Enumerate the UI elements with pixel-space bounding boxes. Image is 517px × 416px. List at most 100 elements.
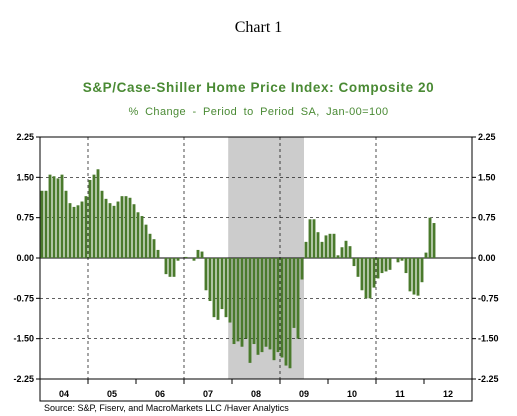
x-tick-label: 08 <box>251 389 261 399</box>
bar <box>260 258 264 353</box>
y-tick-label-left: 2.25 <box>16 132 34 142</box>
bar <box>120 196 124 258</box>
bar <box>268 258 272 350</box>
bar <box>336 255 340 258</box>
bar <box>144 224 148 258</box>
bar <box>44 190 48 258</box>
bar <box>140 216 144 258</box>
x-tick-label: 07 <box>203 389 213 399</box>
bar <box>236 258 240 342</box>
bar <box>132 204 136 258</box>
bar <box>200 251 204 258</box>
bar <box>248 258 252 363</box>
bar <box>308 219 312 258</box>
bar <box>176 258 180 261</box>
x-tick-label: 09 <box>299 389 309 399</box>
bar <box>316 232 320 258</box>
y-tick-label-right: 0.00 <box>478 253 496 263</box>
bar <box>264 258 268 347</box>
y-tick-label-left: 1.50 <box>16 172 34 182</box>
bar <box>148 233 152 258</box>
bar <box>100 190 104 258</box>
bar <box>80 201 84 258</box>
y-tick-label-right: -1.50 <box>478 334 499 344</box>
chart-heading: Chart 1 <box>234 19 283 36</box>
bar <box>48 174 52 258</box>
bar <box>348 246 352 258</box>
bar <box>356 258 360 277</box>
bars-layer <box>40 169 436 369</box>
y-tick-label-left: 0.75 <box>16 213 34 223</box>
bar <box>396 258 400 263</box>
x-tick-label: 12 <box>443 389 453 399</box>
bar <box>296 258 300 339</box>
bar <box>376 258 380 279</box>
bar <box>172 258 176 277</box>
bar <box>344 240 348 258</box>
bar <box>372 258 376 288</box>
bar <box>360 258 364 291</box>
y-tick-label-left: -1.50 <box>13 334 34 344</box>
y-tick-label-left: -2.25 <box>13 374 34 384</box>
bar <box>240 258 244 347</box>
bar <box>384 258 388 272</box>
bar <box>92 174 96 258</box>
bar <box>424 252 428 258</box>
bar <box>276 258 280 353</box>
bar <box>204 258 208 291</box>
bar <box>312 219 316 258</box>
bar <box>68 203 72 258</box>
bar <box>232 258 236 345</box>
x-tick-label: 04 <box>59 389 69 399</box>
bar <box>280 258 284 358</box>
bar <box>156 249 160 258</box>
bar <box>368 258 372 299</box>
bar <box>432 223 436 258</box>
bar <box>112 205 116 258</box>
bar <box>256 258 260 355</box>
bar <box>408 258 412 292</box>
left-y-ticks: 2.25 1.50 0.75 0.00 -0.75 -1.50 -2.25 <box>13 132 40 384</box>
bar <box>364 258 368 299</box>
bar <box>104 198 108 258</box>
x-tick-label: 11 <box>395 389 405 399</box>
bar <box>420 258 424 283</box>
bar <box>220 258 224 310</box>
bar <box>64 190 68 258</box>
y-tick-label-right: -0.75 <box>478 293 499 303</box>
bar <box>288 258 292 369</box>
bar <box>96 169 100 258</box>
bar <box>284 258 288 366</box>
y-tick-label-left: -0.75 <box>13 293 34 303</box>
x-tick-label: 05 <box>107 389 117 399</box>
bar <box>300 258 304 280</box>
x-tick-label: 06 <box>155 389 165 399</box>
x-axis-label-box <box>39 378 473 402</box>
bar <box>404 258 408 274</box>
bar <box>76 205 80 258</box>
bar <box>164 258 168 275</box>
bar <box>152 239 156 258</box>
bar <box>272 258 276 361</box>
bar <box>320 241 324 258</box>
bar <box>216 258 220 320</box>
bar <box>60 174 64 258</box>
bar <box>56 178 60 258</box>
bar <box>244 258 248 339</box>
x-axis-box <box>39 378 473 402</box>
x-ticks: 04 05 06 07 08 09 10 11 12 <box>59 379 453 399</box>
bar <box>388 258 392 270</box>
bar <box>108 203 112 258</box>
bar <box>228 258 232 323</box>
bar <box>400 258 404 261</box>
y-tick-label-right: 1.50 <box>478 172 496 182</box>
y-tick-label-right: -2.25 <box>478 374 499 384</box>
bar <box>428 217 432 258</box>
bar <box>332 233 336 258</box>
bar <box>184 256 188 258</box>
source-note: Source: S&P, Fiserv, and MacroMarkets LL… <box>44 403 289 413</box>
bar <box>168 258 172 277</box>
grid-layer <box>40 137 472 379</box>
bar <box>252 258 256 345</box>
y-tick-label-right: 2.25 <box>478 132 496 142</box>
